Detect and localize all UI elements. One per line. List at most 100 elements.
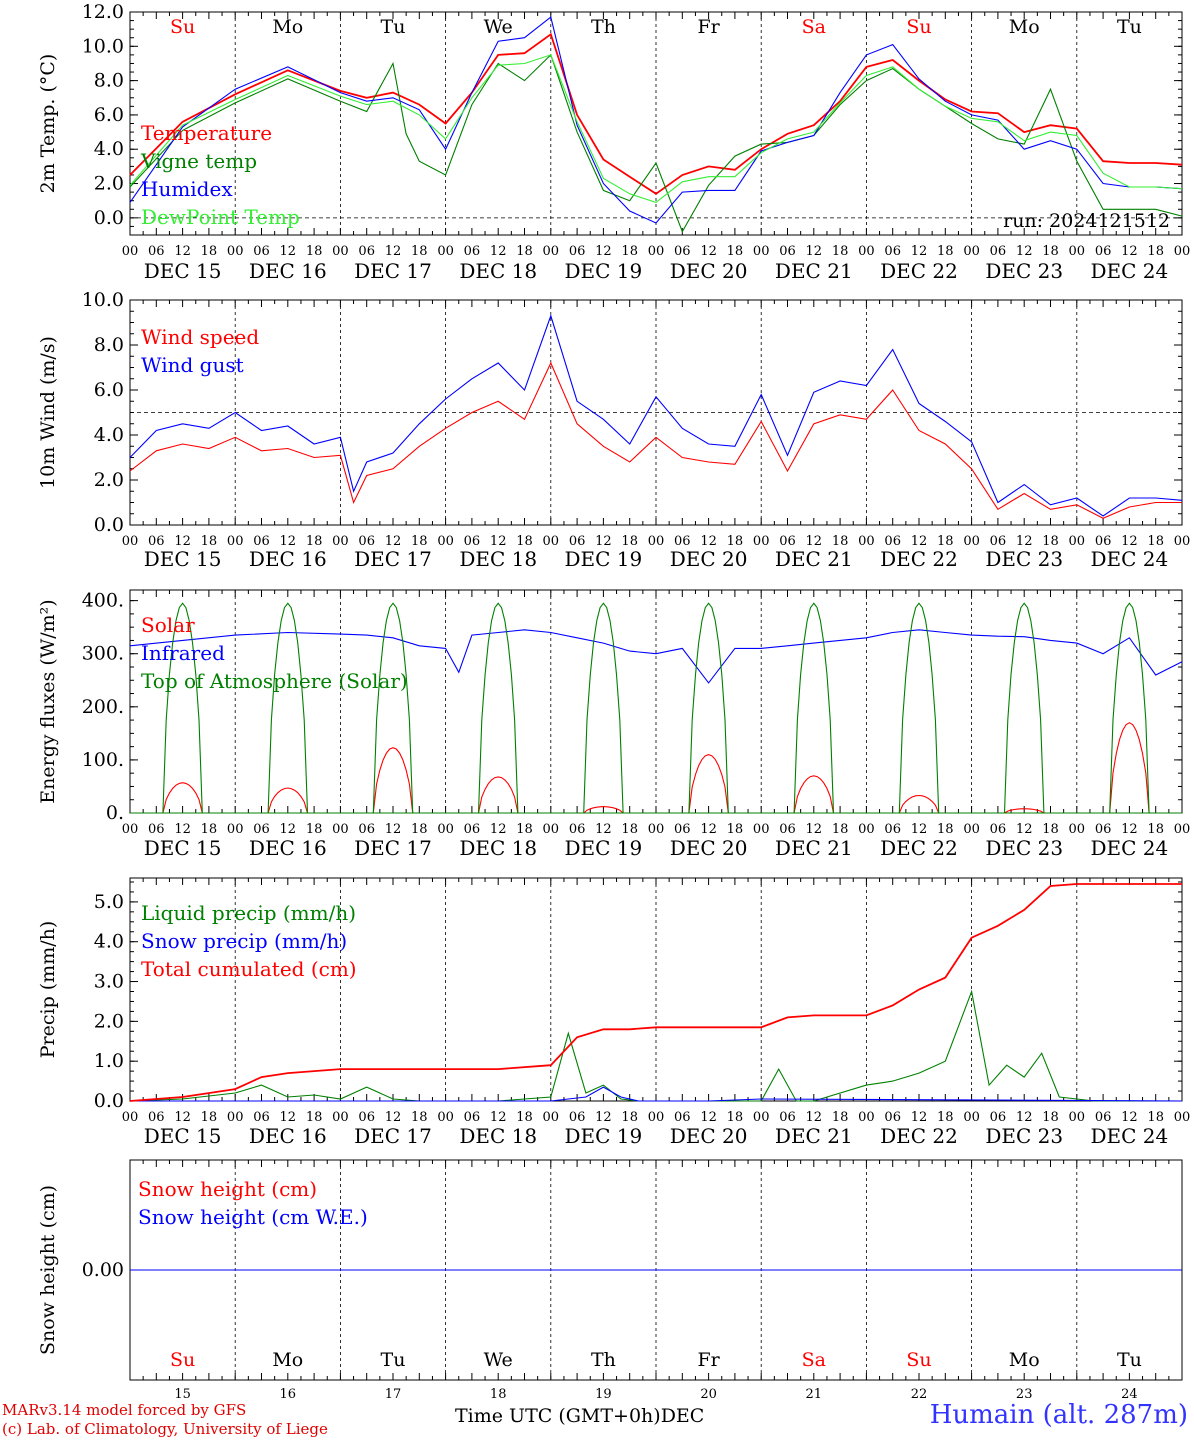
date-label: DEC 20 [670, 836, 748, 860]
legend-entry: Wind speed [141, 325, 259, 349]
y-tick-label: 0.0 [94, 1090, 124, 1112]
series-line-temperature [129, 32, 1183, 195]
x-tick-label: 18 [832, 1110, 849, 1125]
solar-line [898, 794, 940, 814]
x-tick-label: 00 [227, 1110, 244, 1125]
x-tick-label: 18 [727, 1110, 744, 1125]
y-tick-label: 200. [82, 696, 124, 718]
legend-entry: Vigne temp [140, 149, 257, 173]
y-axis-label: Snow height (cm) [37, 1185, 59, 1355]
date-label: DEC 21 [775, 836, 853, 860]
x-tick-label: 12 [1016, 822, 1033, 837]
model-credit: MARv3.14 model forced by GFS [2, 1401, 247, 1419]
x-tick-label: 18 [832, 244, 849, 259]
y-tick-label: 4.0 [94, 931, 124, 953]
x-tick-label: 00 [1069, 822, 1086, 837]
x-tick-label: 18 [306, 822, 323, 837]
x-tick-label: 18 [832, 534, 849, 549]
day-name: Sa [802, 1349, 826, 1371]
series-line-humidex [129, 16, 1183, 224]
x-tick-label: 12 [806, 822, 823, 837]
x-tick-label: 00 [543, 822, 560, 837]
x-tick-label: 00 [227, 244, 244, 259]
x-tick-label: 12 [174, 1110, 191, 1125]
legend-entry: Snow height (cm) [138, 1177, 317, 1201]
x-tick-label: 06 [1095, 1110, 1112, 1125]
x-tick-label: 00 [963, 244, 980, 259]
x-tick-label: 18 [727, 822, 744, 837]
x-tick-label: 12 [595, 534, 612, 549]
y-tick-label: 100. [82, 749, 124, 771]
day-name: Sa [802, 16, 826, 38]
x-tick-label: 18 [1147, 822, 1164, 837]
station-name: Humain (alt. 287m) [929, 1400, 1188, 1430]
x-tick-label: 12 [700, 822, 717, 837]
x-tick-label: 12 [490, 244, 507, 259]
x-tick-label: 06 [358, 534, 375, 549]
panel-frame [129, 11, 1183, 236]
x-tick-label: 00 [1069, 1110, 1086, 1125]
date-label: DEC 16 [249, 836, 327, 860]
series-line-dewpoint-temp [129, 54, 1183, 204]
x-tick-label: 06 [674, 822, 691, 837]
date-label: DEC 20 [670, 1124, 748, 1148]
legend-entry: Infrared [141, 641, 225, 665]
toa-solar-line [267, 602, 309, 814]
panel-temperature [129, 11, 1183, 236]
panel-precip [129, 877, 1183, 1102]
x-tick-label: 06 [464, 244, 481, 259]
panel-frame [129, 589, 1183, 814]
toa-solar-line [583, 602, 624, 814]
date-label: DEC 24 [1091, 1124, 1169, 1148]
x-tick-label: 12 [911, 822, 928, 837]
x-tick-label: 00 [122, 244, 139, 259]
series-line-snow-precip-mm-h- [130, 1086, 1183, 1102]
x-tick-label: 18 [306, 244, 323, 259]
run-annotation: run: 2024121512 [1003, 210, 1170, 232]
x-tick-label: 12 [1121, 1110, 1138, 1125]
y-tick-label: 300. [82, 643, 124, 665]
y-tick-label: 0.00 [82, 1259, 124, 1281]
x-tick-label: 12 [911, 1110, 928, 1125]
date-label: DEC 17 [354, 259, 432, 283]
date-label: DEC 18 [459, 259, 537, 283]
x-tick-label: 06 [674, 1110, 691, 1125]
x-tick-label: 06 [779, 1110, 796, 1125]
legend-entry: Solar [141, 613, 195, 637]
x-tick-label: 00 [1174, 1110, 1191, 1125]
date-label: DEC 17 [354, 1124, 432, 1148]
x-tick-label: 12 [174, 822, 191, 837]
x-tick-label: 00 [1174, 822, 1191, 837]
y-tick-label: 6.0 [94, 379, 124, 401]
toa-solar-line [688, 602, 729, 814]
legend-entry: Liquid precip (mm/h) [141, 901, 356, 925]
date-label: DEC 18 [459, 547, 537, 571]
y-tick-label: 0.0 [94, 207, 124, 229]
x-tick-label: 18 [1042, 822, 1059, 837]
x-tick-label: 06 [1095, 822, 1112, 837]
x-tick-label: 00 [332, 1110, 349, 1125]
solar-line [372, 747, 414, 814]
x-axis-title-text: Time UTC (GMT+0h) [455, 1405, 661, 1427]
panel-energy [129, 589, 1183, 814]
x-tick-label: 12 [595, 1110, 612, 1125]
x-tick-label: 06 [779, 534, 796, 549]
x-tick-label: 12 [385, 1110, 402, 1125]
x-tick-label: 06 [990, 244, 1007, 259]
y-axis-label: Precip (mm/h) [37, 921, 59, 1059]
x-tick-label: 00 [122, 1110, 139, 1125]
y-tick-label: 6.0 [94, 104, 124, 126]
x-tick-label: 06 [464, 534, 481, 549]
date-label: DEC 17 [354, 836, 432, 860]
series-line-wind-gust [129, 314, 1183, 517]
x-tick-label: 18 [411, 244, 428, 259]
toa-solar-line [477, 602, 519, 814]
day-name: Th [591, 16, 616, 38]
x-tick-label: 12 [1121, 244, 1138, 259]
x-tick-label: 06 [884, 822, 901, 837]
x-tick-label: 18 [937, 1110, 954, 1125]
y-tick-label: 4.0 [94, 424, 124, 446]
toa-solar-line [1109, 602, 1150, 814]
y-tick-label: 0.0 [94, 514, 124, 536]
y-tick-label: 10.0 [82, 289, 124, 311]
